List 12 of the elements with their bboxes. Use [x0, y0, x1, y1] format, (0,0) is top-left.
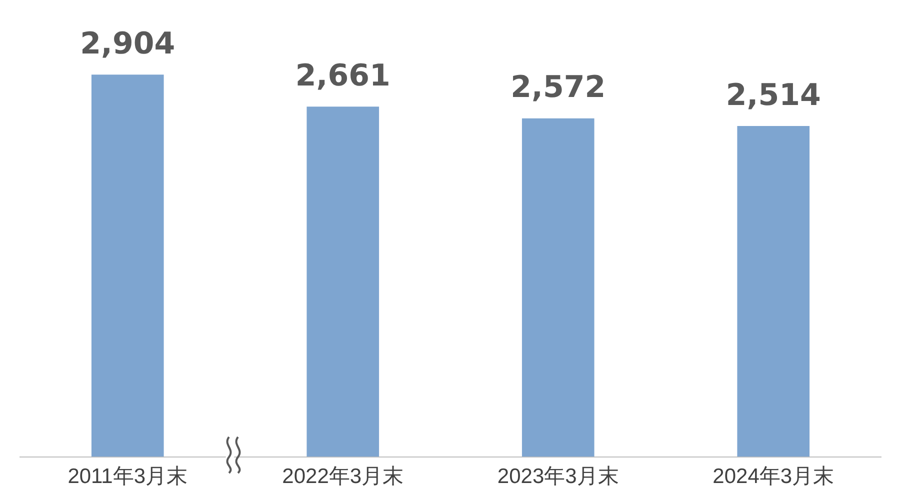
bar [91, 74, 164, 457]
data-label: 2,661 [295, 58, 390, 94]
x-tick-label: 2024年3月末 [712, 465, 834, 488]
bar [522, 118, 594, 457]
bar [306, 106, 380, 457]
data-label: 2,572 [510, 70, 606, 106]
data-label: 2,514 [726, 78, 821, 113]
x-tick-label: 2011年3月末 [68, 465, 188, 488]
bar [737, 126, 810, 457]
x-tick-label: 2022年3月末 [282, 465, 404, 488]
x-tick-label: 2023年3月末 [497, 465, 619, 488]
data-label: 2,904 [80, 26, 176, 62]
